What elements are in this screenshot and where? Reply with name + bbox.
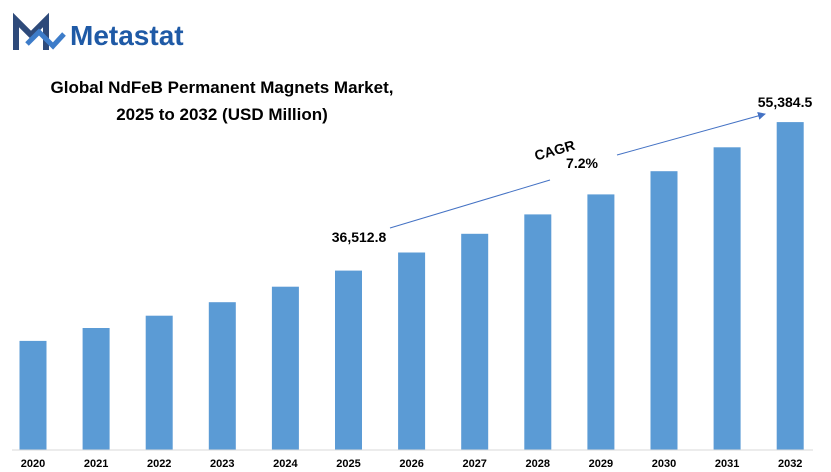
bar-2020: [19, 340, 47, 450]
bar-2027: [461, 233, 489, 450]
data-label-2032: 55,384.5: [758, 94, 813, 110]
x-tick-label-2026: 2026: [399, 458, 423, 470]
x-tick-label-2021: 2021: [84, 458, 108, 470]
x-tick-label-2020: 2020: [21, 458, 45, 470]
bar-2024: [271, 286, 299, 450]
x-tick-label-2022: 2022: [147, 458, 171, 470]
cagr-value: 7.2%: [566, 155, 598, 171]
x-tick-label-2024: 2024: [273, 458, 298, 470]
bar-2025: [335, 270, 362, 450]
bars-layer: [19, 122, 804, 451]
brand-logo: Metastat: [13, 12, 184, 51]
x-tick-label-2029: 2029: [589, 458, 613, 470]
x-tick-labels: 2020 2021 2022 2023 2024 2025 2026 2027 2028 2029…: [21, 458, 803, 470]
bar-2028: [524, 214, 552, 450]
bar-2031: [713, 147, 741, 451]
cagr-annotation: CAGR 7.2%: [389, 112, 766, 229]
cagr-arrow-left: [389, 179, 551, 229]
data-label-2025: 36,512.8: [332, 229, 387, 245]
chart-title-line-1: Global NdFeB Permanent Magnets Market,: [51, 78, 394, 97]
x-tick-label-2031: 2031: [715, 458, 739, 470]
chart-title: Global NdFeB Permanent Magnets Market, 2…: [51, 78, 394, 124]
x-tick-label-2030: 2030: [652, 458, 676, 470]
cagr-arrow-right: [616, 112, 766, 156]
x-tick-label-2027: 2027: [462, 458, 486, 470]
bar-2030: [650, 171, 678, 450]
x-tick-label-2032: 2032: [778, 458, 802, 470]
x-tick-label-2023: 2023: [210, 458, 234, 470]
brand-name: Metastat: [70, 20, 184, 51]
bar-2021: [82, 328, 110, 450]
bar-2029: [587, 194, 615, 450]
x-tick-label-2028: 2028: [526, 458, 550, 470]
m-logo-icon: [13, 12, 66, 50]
bar-2026: [398, 252, 426, 450]
bar-2032: [776, 122, 804, 450]
bar-2023: [208, 302, 236, 450]
x-tick-label-2025: 2025: [336, 458, 360, 470]
chart-title-line-2: 2025 to 2032 (USD Million): [116, 105, 328, 124]
bar-2022: [145, 315, 173, 450]
